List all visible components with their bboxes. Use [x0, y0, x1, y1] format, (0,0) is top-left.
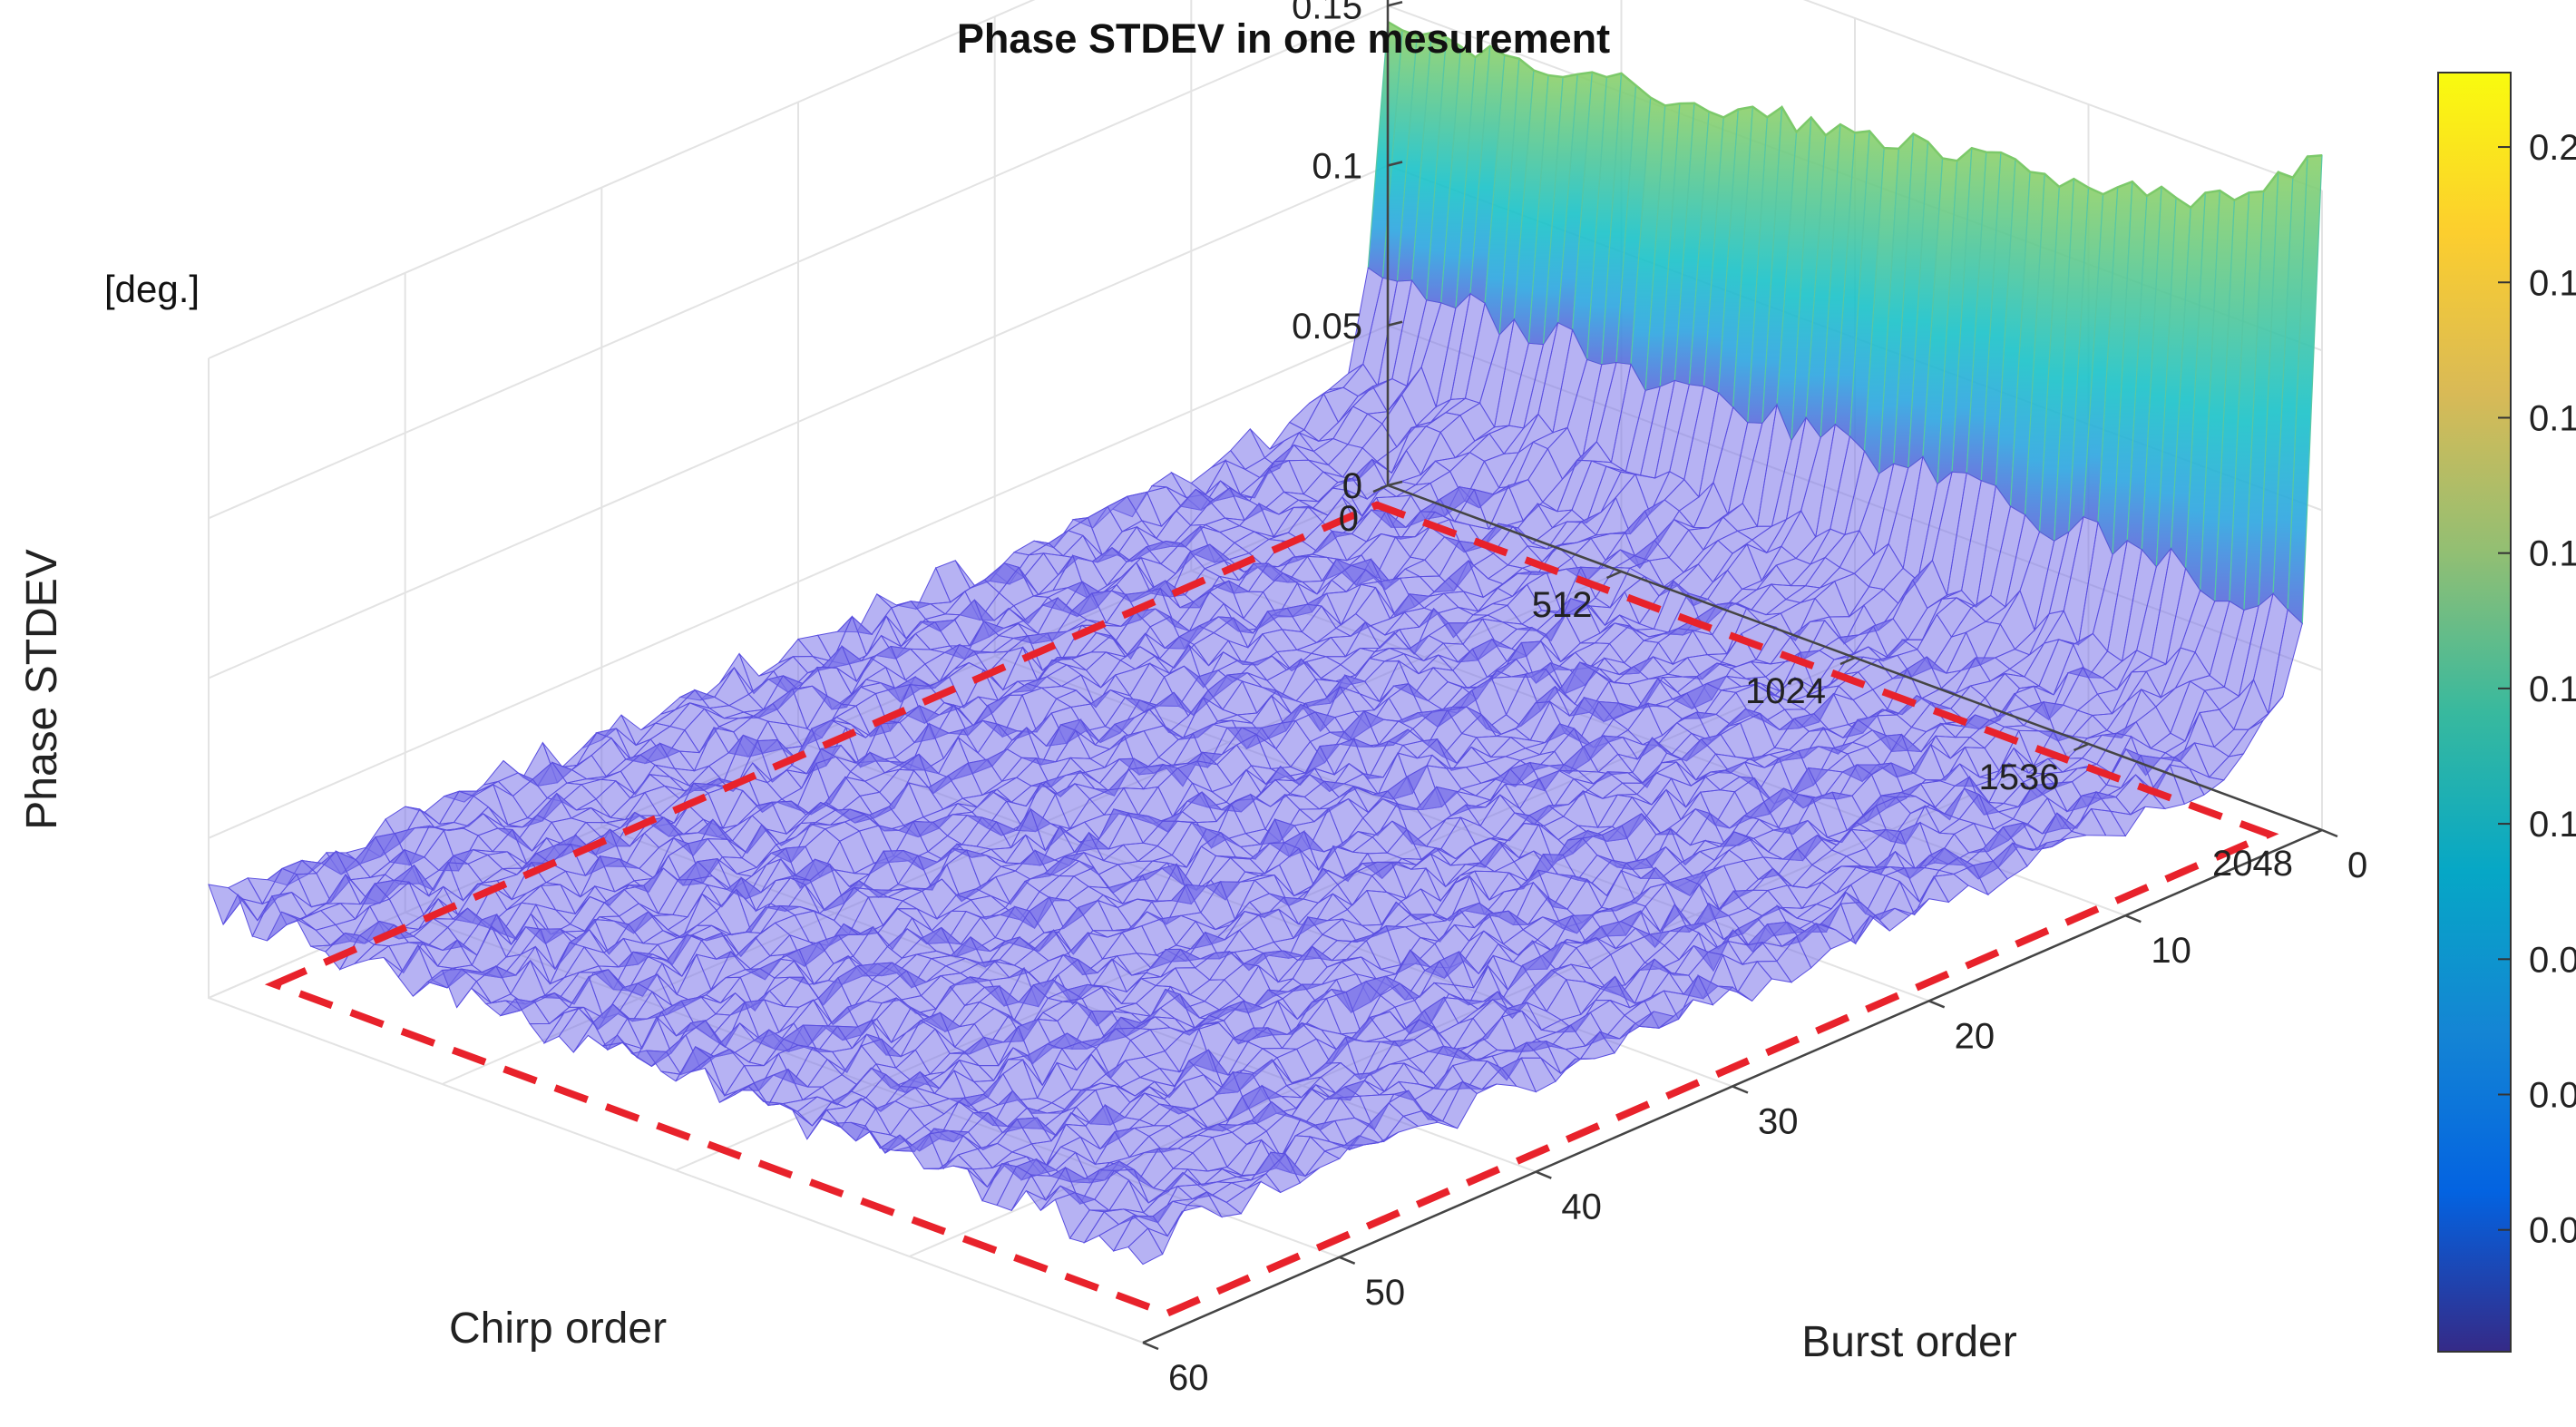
colorbar-tick-label: 0.04	[2529, 1211, 2576, 1251]
chart-title: Phase STDEV in one mesurement	[957, 15, 1610, 62]
colorbar-bar	[2437, 72, 2512, 1353]
colorbar-tick-label: 0.06	[2529, 1076, 2576, 1116]
surface-ridge-line	[1387, 21, 2323, 210]
z-tick-label: 0.05	[1292, 307, 1362, 347]
x-tick-label: 1024	[1745, 671, 1826, 711]
x-tick-mark	[1839, 656, 1856, 666]
z-grid-line	[208, 0, 2323, 359]
z-tick-mark	[1387, 1, 1403, 7]
x-tick-label: 2048	[2212, 844, 2293, 884]
y-tick-mark	[1928, 1000, 1946, 1009]
highlight-dashed-rectangle	[264, 501, 2279, 1318]
x-tick-label: 0	[1339, 499, 1359, 539]
x-tick-mark	[2307, 828, 2323, 838]
z-tick-mark	[1387, 320, 1403, 327]
y-tick-mark	[1142, 1341, 1159, 1351]
y-tick-label: 60	[1168, 1358, 1209, 1398]
x-tick-mark	[2073, 742, 2090, 752]
y-tick-label: 30	[1758, 1102, 1799, 1142]
y-tick-label: 0	[2347, 845, 2367, 885]
z-axis-label: Phase STDEV	[18, 549, 66, 829]
tick-labels: 00.050.10.150.20512102415362048010203040…	[1142, 0, 2367, 1398]
y-tick-label: 20	[1955, 1016, 1995, 1056]
y-tick-mark	[1339, 1256, 1356, 1265]
x-tick-mark	[1372, 484, 1389, 494]
y-tick-mark	[1535, 1170, 1552, 1179]
colorbar-tick-label: 0.2	[2529, 128, 2576, 168]
surface-mesh-cell	[1127, 1227, 1164, 1266]
x-tick-label: 512	[1532, 585, 1593, 625]
colorbar-tick-label: 0.1	[2529, 805, 2576, 845]
x-tick-mark	[1605, 570, 1623, 580]
colorbar: 0.04 0.06 0.08 0.1 0.12 0.14 0.16 0.18 0.2	[2437, 72, 2576, 1353]
y-grid-line	[208, 358, 1144, 1344]
z-unit-label: [deg.]	[104, 268, 200, 310]
y-tick-mark	[1732, 1085, 1749, 1094]
x-axis-label: Chirp order	[449, 1305, 667, 1353]
z-tick-label: 0	[1342, 466, 1362, 506]
colorbar-tick-label: 0.16	[2529, 398, 2576, 438]
z-tick-mark	[1387, 161, 1403, 167]
y-tick-label: 50	[1365, 1273, 1406, 1313]
x-tick-label: 1536	[1979, 757, 2060, 797]
y-tick-mark	[2124, 914, 2142, 924]
surface-plot	[208, 21, 2323, 1318]
z-tick-label: 0.1	[1312, 147, 1362, 187]
y-axis-label: Burst order	[1801, 1318, 2016, 1366]
colorbar-tick-label: 0.12	[2529, 670, 2576, 709]
z-tick-mark	[1387, 480, 1403, 487]
y-tick-mark	[2321, 828, 2338, 838]
colorbar-tick-label: 0.08	[2529, 940, 2576, 980]
y-tick-label: 40	[1561, 1188, 1602, 1227]
y-tick-label: 10	[2151, 931, 2191, 971]
colorbar-tick-label: 0.14	[2529, 534, 2576, 574]
colorbar-tick-label: 0.18	[2529, 263, 2576, 303]
z-tick-label: 0.15	[1292, 0, 1362, 26]
